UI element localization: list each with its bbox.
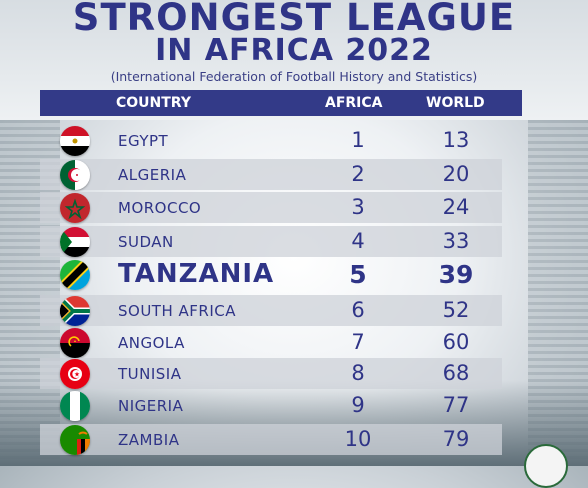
table-row: SOUTH AFRICA 6 52	[40, 295, 502, 326]
sudan-flag-icon	[60, 227, 90, 257]
country-name: EGYPT	[118, 132, 169, 150]
table-row: SUDAN 4 33	[40, 226, 502, 257]
table-row: MOROCCO 3 24	[40, 192, 502, 223]
africa-rank: 2	[351, 162, 365, 186]
header-africa: AFRICA	[325, 95, 383, 111]
africa-rank: 10	[344, 427, 372, 451]
angola-flag-icon	[60, 328, 90, 358]
africa-rank: 4	[351, 229, 365, 253]
world-rank: 77	[442, 393, 470, 417]
club-logo-icon	[524, 444, 568, 488]
country-name: NIGERIA	[118, 397, 184, 415]
header-country: COUNTRY	[116, 95, 191, 111]
table-header: COUNTRY AFRICA WORLD	[40, 90, 522, 116]
table-row: TUNISIA 8 68	[40, 358, 502, 389]
algeria-flag-icon	[60, 160, 90, 190]
tunisia-flag-icon	[60, 359, 90, 389]
africa-rank: 6	[351, 298, 365, 322]
zambia-flag-icon	[60, 425, 90, 455]
world-rank: 24	[442, 195, 470, 219]
africa-rank: 3	[351, 195, 365, 219]
nigeria-flag-icon	[60, 391, 90, 421]
country-name: TUNISIA	[118, 365, 182, 383]
table-row: ALGERIA 2 20	[40, 159, 502, 190]
africa-rank: 1	[351, 128, 365, 152]
africa-rank: 8	[351, 361, 365, 385]
egypt-flag-icon	[60, 126, 90, 156]
table-row: NIGERIA 9 77	[40, 390, 502, 421]
africa-rank: 7	[351, 330, 365, 354]
table-row: EGYPT 1 13	[40, 125, 502, 156]
table-row: ZAMBIA 10 79	[40, 424, 502, 455]
morocco-flag-icon	[60, 193, 90, 223]
world-rank: 52	[442, 298, 470, 322]
africa-rank: 5	[349, 260, 367, 289]
world-rank: 39	[438, 260, 474, 289]
header-world: WORLD	[426, 95, 485, 111]
country-name: ZAMBIA	[118, 431, 180, 449]
world-rank: 79	[442, 427, 470, 451]
africa-rank: 9	[351, 393, 365, 417]
title-line-1: STRONGEST LEAGUE	[72, 0, 516, 39]
country-name: MOROCCO	[118, 199, 202, 217]
world-rank: 20	[442, 162, 470, 186]
world-rank: 33	[442, 229, 470, 253]
title-line-2: IN AFRICA 2022	[155, 33, 433, 68]
south-africa-flag-icon	[60, 296, 90, 326]
subtitle: (International Federation of Football Hi…	[110, 69, 478, 84]
country-name: ANGOLA	[118, 334, 185, 352]
world-rank: 13	[442, 128, 470, 152]
country-name: SUDAN	[118, 233, 174, 251]
country-name: SOUTH AFRICA	[118, 302, 236, 320]
tanzania-flag-icon	[60, 260, 90, 290]
world-rank: 60	[442, 330, 470, 354]
table-row: ANGOLA 7 60	[40, 327, 502, 358]
world-rank: 68	[442, 361, 470, 385]
country-name: TANZANIA	[118, 259, 275, 289]
table-row-highlight: TANZANIA 5 39	[40, 259, 502, 290]
country-name: ALGERIA	[118, 166, 187, 184]
